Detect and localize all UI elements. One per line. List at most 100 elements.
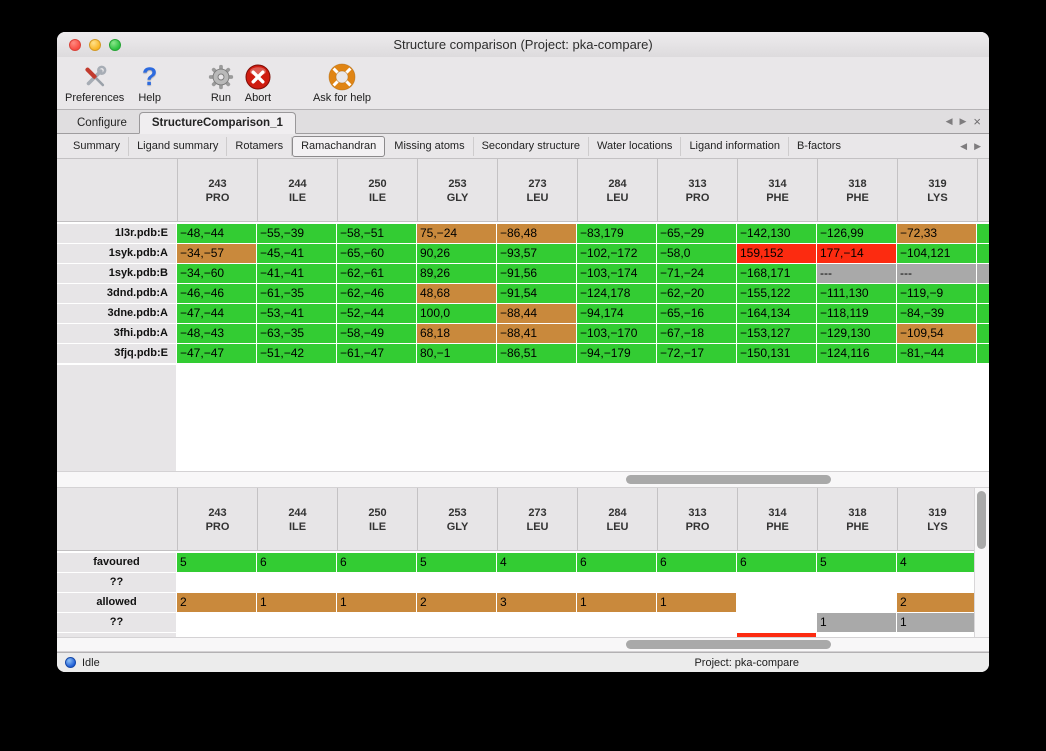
cell-1l3r-pdb-e-253[interactable]: 75,−24 (417, 224, 496, 243)
cell-r3-253[interactable] (417, 613, 496, 632)
cell-3fjq-pdb-e-244[interactable]: −51,−42 (257, 344, 336, 363)
cell-1l3r-pdb-e-318[interactable]: −126,99 (817, 224, 896, 243)
cell-3dnd-pdb-a-partial[interactable] (977, 284, 989, 303)
cell-1l3r-pdb-e-250[interactable]: −58,−51 (337, 224, 416, 243)
cell-1l3r-pdb-e-284[interactable]: −83,179 (577, 224, 656, 243)
cell-r1-253[interactable] (417, 573, 496, 592)
cell-allowed-253[interactable]: 2 (417, 593, 496, 612)
cell-3fjq-pdb-e-284[interactable]: −94,−179 (577, 344, 656, 363)
cell-3dnd-pdb-a-314[interactable]: −155,122 (737, 284, 816, 303)
cell-r4-244[interactable] (257, 633, 336, 637)
cell-1l3r-pdb-e-273[interactable]: −86,48 (497, 224, 576, 243)
preferences-button[interactable]: Preferences (65, 62, 124, 104)
cell-1syk-pdb-a-253[interactable]: 90,26 (417, 244, 496, 263)
cell-1l3r-pdb-e-319[interactable]: −72,33 (897, 224, 976, 243)
close-button[interactable] (69, 39, 81, 51)
cell-3fhi-pdb-a-250[interactable]: −58,−49 (337, 324, 416, 343)
cell-3fhi-pdb-a-319[interactable]: −109,54 (897, 324, 976, 343)
cell-3fhi-pdb-a-244[interactable]: −63,−35 (257, 324, 336, 343)
subtab-summary[interactable]: Summary (65, 136, 130, 156)
minimize-button[interactable] (89, 39, 101, 51)
subtab-missing-atoms[interactable]: Missing atoms (386, 136, 474, 156)
cell-allowed-284[interactable]: 1 (577, 593, 656, 612)
cell-3fjq-pdb-e-partial[interactable] (977, 344, 989, 363)
cell-3dne-pdb-a-273[interactable]: −88,44 (497, 304, 576, 323)
cell-3dne-pdb-a-284[interactable]: −94,174 (577, 304, 656, 323)
tab-nav-left-icon[interactable]: ◀ (945, 116, 953, 126)
cell-allowed-314[interactable] (737, 593, 816, 612)
zoom-button[interactable] (109, 39, 121, 51)
cell-1syk-pdb-a-244[interactable]: −45,−41 (257, 244, 336, 263)
cell-allowed-273[interactable]: 3 (497, 593, 576, 612)
cell-3dnd-pdb-a-244[interactable]: −61,−35 (257, 284, 336, 303)
cell-r3-243[interactable] (177, 613, 256, 632)
cell-3fhi-pdb-a-273[interactable]: −88,41 (497, 324, 576, 343)
help-button[interactable]: ? Help (138, 62, 161, 104)
cell-1syk-pdb-b-244[interactable]: −41,−41 (257, 264, 336, 283)
horizontal-scrollbar-thumb[interactable] (625, 475, 831, 484)
cell-r1-250[interactable] (337, 573, 416, 592)
cell-3fhi-pdb-a-253[interactable]: 68,18 (417, 324, 496, 343)
subtab-ligand-summary[interactable]: Ligand summary (129, 136, 228, 156)
cell-3fjq-pdb-e-314[interactable]: −150,131 (737, 344, 816, 363)
cell-favoured-253[interactable]: 5 (417, 553, 496, 572)
cell-1syk-pdb-a-314[interactable]: 159,152 (737, 244, 816, 263)
cell-r4-253[interactable] (417, 633, 496, 637)
cell-r3-319[interactable]: 1 (897, 613, 976, 632)
cell-3fjq-pdb-e-313[interactable]: −72,−17 (657, 344, 736, 363)
cell-allowed-244[interactable]: 1 (257, 593, 336, 612)
cell-3dne-pdb-a-319[interactable]: −84,−39 (897, 304, 976, 323)
cell-3fjq-pdb-e-318[interactable]: −124,116 (817, 344, 896, 363)
cell-1l3r-pdb-e-244[interactable]: −55,−39 (257, 224, 336, 243)
cell-1l3r-pdb-e-partial[interactable] (977, 224, 989, 243)
cell-1syk-pdb-a-273[interactable]: −93,57 (497, 244, 576, 263)
cell-r4-318[interactable] (817, 633, 896, 637)
cell-r3-314[interactable] (737, 613, 816, 632)
cell-3fhi-pdb-a-318[interactable]: −129,130 (817, 324, 896, 343)
cell-allowed-313[interactable]: 1 (657, 593, 736, 612)
cell-3fhi-pdb-a-313[interactable]: −67,−18 (657, 324, 736, 343)
cell-r1-313[interactable] (657, 573, 736, 592)
cell-1syk-pdb-a-partial[interactable] (977, 244, 989, 263)
tab-structurecomparison-1[interactable]: StructureComparison_1 (138, 112, 296, 134)
cell-r4-250[interactable] (337, 633, 416, 637)
run-button[interactable]: Run (207, 62, 235, 104)
cell-favoured-273[interactable]: 4 (497, 553, 576, 572)
cell-r3-250[interactable] (337, 613, 416, 632)
cell-3dne-pdb-a-313[interactable]: −65,−16 (657, 304, 736, 323)
subtab-ligand-information[interactable]: Ligand information (681, 136, 789, 156)
subtab-nav-left-icon[interactable]: ◀ (960, 140, 968, 151)
cell-allowed-250[interactable]: 1 (337, 593, 416, 612)
cell-favoured-319[interactable]: 4 (897, 553, 976, 572)
cell-1syk-pdb-a-319[interactable]: −104,121 (897, 244, 976, 263)
cell-3dne-pdb-a-318[interactable]: −118,119 (817, 304, 896, 323)
cell-favoured-284[interactable]: 6 (577, 553, 656, 572)
cell-1syk-pdb-a-284[interactable]: −102,−172 (577, 244, 656, 263)
cell-r4-319[interactable] (897, 633, 976, 637)
cell-allowed-319[interactable]: 2 (897, 593, 976, 612)
cell-1l3r-pdb-e-314[interactable]: −142,130 (737, 224, 816, 243)
cell-1syk-pdb-b-314[interactable]: −168,171 (737, 264, 816, 283)
cell-3dnd-pdb-a-273[interactable]: −91,54 (497, 284, 576, 303)
cell-1syk-pdb-b-313[interactable]: −71,−24 (657, 264, 736, 283)
tab-configure[interactable]: Configure (77, 117, 127, 129)
cell-3fhi-pdb-a-314[interactable]: −153,127 (737, 324, 816, 343)
cell-3fhi-pdb-a-partial[interactable] (977, 324, 989, 343)
cell-allowed-243[interactable]: 2 (177, 593, 256, 612)
horizontal-scrollbar-thumb[interactable] (625, 640, 831, 649)
subtab-secondary-structure[interactable]: Secondary structure (474, 136, 590, 156)
cell-3fhi-pdb-a-284[interactable]: −103,−170 (577, 324, 656, 343)
cell-r3-273[interactable] (497, 613, 576, 632)
cell-r4-273[interactable] (497, 633, 576, 637)
cell-3fjq-pdb-e-250[interactable]: −61,−47 (337, 344, 416, 363)
cell-r3-318[interactable]: 1 (817, 613, 896, 632)
cell-1syk-pdb-b-319[interactable]: --- (897, 264, 976, 283)
cell-1syk-pdb-b-partial[interactable] (977, 264, 989, 283)
cell-favoured-313[interactable]: 6 (657, 553, 736, 572)
cell-favoured-250[interactable]: 6 (337, 553, 416, 572)
cell-3fjq-pdb-e-273[interactable]: −86,51 (497, 344, 576, 363)
cell-3dne-pdb-a-250[interactable]: −52,−44 (337, 304, 416, 323)
cell-1syk-pdb-b-243[interactable]: −34,−60 (177, 264, 256, 283)
cell-favoured-318[interactable]: 5 (817, 553, 896, 572)
cell-3fjq-pdb-e-243[interactable]: −47,−47 (177, 344, 256, 363)
